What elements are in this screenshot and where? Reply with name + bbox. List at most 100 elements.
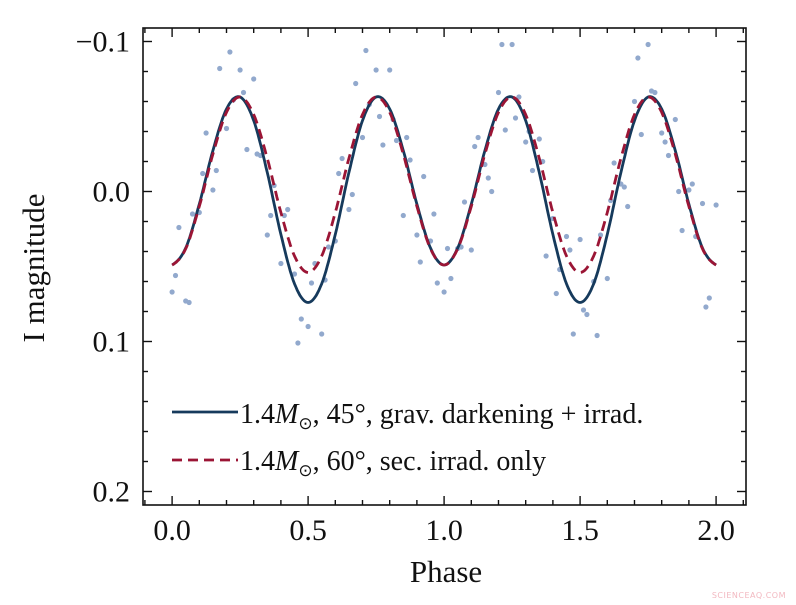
data-point [689,181,695,187]
data-point [325,244,332,250]
data-point [291,271,298,277]
data-point [237,67,243,73]
data-point [189,211,196,217]
model-curve-solid [171,95,717,304]
data-point [659,130,665,136]
data-point [295,340,301,346]
y-axis-title: I magnitude [16,194,51,343]
legend-prefix: 1.4 [240,446,275,477]
x-tick-label: 1.0 [425,514,463,547]
data-point [387,67,393,73]
data-point [570,331,576,337]
data-point [210,187,216,193]
data-point [648,88,655,94]
y-tick-label: −0.1 [76,26,130,59]
data-point [536,136,542,142]
data-point [336,170,342,177]
data-point [567,247,573,253]
legend-subscript: ⊙ [298,414,312,433]
data-point [353,80,359,87]
data-point [577,236,583,243]
data-point [509,41,515,48]
data-point [308,280,315,286]
data-point [172,272,179,279]
data-point [268,212,274,219]
data-point [186,299,192,306]
data-point [244,146,250,153]
data-point [489,188,495,195]
data-point [584,311,590,318]
data-point [553,290,559,297]
data-point [176,224,182,231]
legend-label-solid: 1.4M⊙, 45°, grav. darkening + irrad. [240,399,643,433]
x-tick-label: 0.0 [153,514,191,547]
legend-subscript: ⊙ [298,461,312,480]
data-point [676,188,682,195]
data-point [448,275,454,282]
legend: 1.4M⊙, 45°, grav. darkening + irrad. 1.4… [172,399,643,480]
data-point [223,125,230,132]
legend-prefix: 1.4 [240,399,275,430]
data-point [512,115,519,121]
data-point [227,49,233,55]
data-point [281,212,287,219]
model-curve-dashed [171,95,717,274]
data-point [444,245,451,252]
x-tick-label: 2.0 [697,514,735,547]
data-point [264,232,270,238]
data-point [461,199,468,205]
data-point [516,94,522,100]
data-point [298,316,304,322]
data-point [499,41,505,48]
y-tick-label: 0.1 [93,326,131,359]
legend-symbol: M [274,446,300,477]
data-point [580,307,587,313]
y-tick-labels: −0.1 0.0 0.1 0.2 [76,26,130,509]
data-point [621,184,627,190]
data-point [349,191,355,198]
data-point [251,76,257,82]
data-point [200,170,206,177]
data-point [393,137,400,144]
data-point [665,152,672,159]
x-tick-label: 1.5 [561,514,599,547]
data-point [638,131,644,138]
data-point [502,127,508,133]
data-point [713,202,719,208]
data-point [485,175,491,181]
axis-ticks [143,28,746,505]
data-point [563,233,570,240]
data-point [699,200,706,207]
data-point [400,212,406,219]
data-point [240,89,247,96]
data-point [495,89,502,96]
data-point [434,280,440,286]
legend-suffix: , 45°, grav. darkening + irrad. [313,399,644,430]
data-point [254,151,260,157]
data-point [359,134,366,141]
data-point [703,304,709,310]
data-point [421,173,427,180]
data-point [686,187,692,193]
data-point [475,134,481,141]
data-point [417,259,423,265]
data-point [441,289,447,295]
data-point [431,211,437,217]
data-point [346,206,352,213]
data-point [169,289,175,295]
data-point [706,295,712,301]
legend-suffix: , 60°, sec. irrad. only [313,446,547,477]
data-point [278,260,284,267]
data-point [376,113,383,120]
model-curves [171,95,717,304]
data-point [523,139,529,145]
legend-symbol: M [274,399,300,430]
y-tick-label: 0.0 [93,176,131,209]
data-point [407,157,413,163]
x-tick-label: 0.5 [289,514,327,547]
observation-points [169,41,719,346]
data-point [662,139,668,145]
data-point [414,232,420,238]
data-point [631,98,638,105]
